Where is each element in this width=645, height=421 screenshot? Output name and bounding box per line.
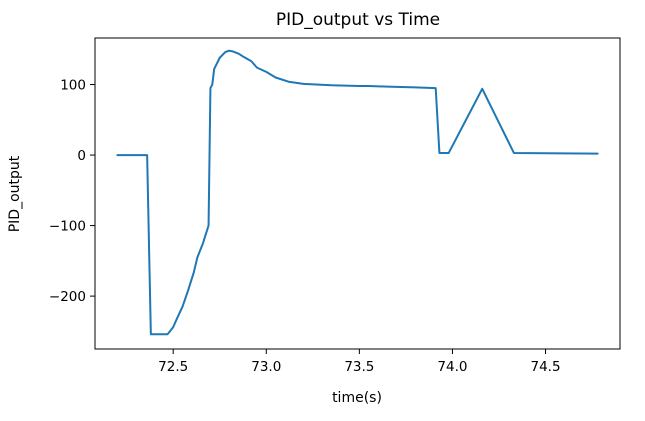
x-axis-label: time(s): [332, 390, 382, 406]
x-axis: 72.5 73.0 73.5 74.0 74.5: [158, 349, 561, 375]
y-axis: 100 0 −100 −200: [49, 78, 95, 305]
y-tick-label: −100: [49, 219, 86, 235]
x-tick-label: 74.5: [531, 359, 561, 375]
y-tick-label: −200: [49, 289, 86, 305]
x-tick-label: 73.0: [251, 359, 281, 375]
y-tick-label: 100: [60, 78, 86, 94]
axes-frame: [94, 37, 621, 350]
x-tick-label: 73.5: [344, 359, 374, 375]
y-tick-label: 0: [77, 148, 86, 164]
x-tick-label: 72.5: [158, 359, 188, 375]
series-line: [116, 49, 599, 336]
chart-title: PID_output vs Time: [276, 10, 440, 30]
x-tick-label: 74.0: [437, 359, 467, 375]
y-axis-label: PID_output: [7, 155, 23, 232]
plot-area: [94, 37, 621, 350]
